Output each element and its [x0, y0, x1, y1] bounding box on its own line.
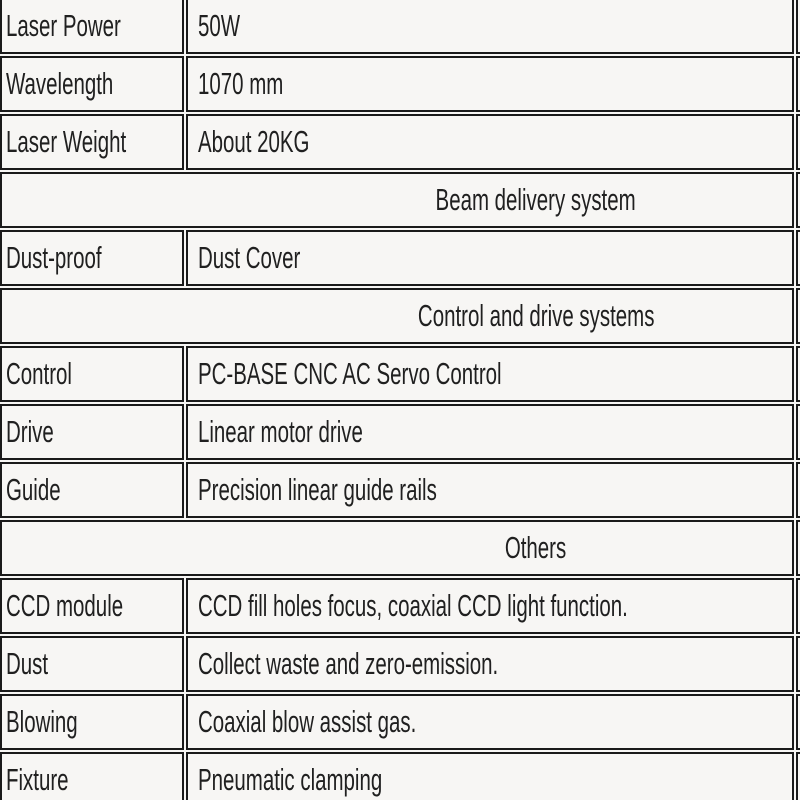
spec-label-cell: CCD module — [0, 578, 184, 634]
spec-label-cell: Laser Weight — [0, 114, 184, 170]
section-header-cell: Control and drive systems — [0, 288, 794, 344]
spec-value: Collect waste and zero-emission. — [198, 645, 499, 681]
spec-row: Wavelength 1070 mm — [0, 56, 800, 112]
empty-cell — [796, 114, 800, 170]
empty-cell — [796, 288, 800, 344]
spec-row: Blowing Coaxial blow assist gas. — [0, 694, 800, 750]
section-row: Others — [0, 520, 800, 576]
spec-label: Dust — [6, 645, 49, 681]
empty-cell — [796, 694, 800, 750]
spec-value-cell: Collect waste and zero-emission. — [186, 636, 794, 692]
empty-cell — [796, 462, 800, 518]
spec-label-cell: Fixture — [0, 752, 184, 800]
spec-value: Linear motor drive — [198, 413, 363, 449]
spec-value-cell: Precision linear guide rails — [186, 462, 794, 518]
spec-value: Dust Cover — [198, 239, 301, 275]
spec-value-cell: Dust Cover — [186, 230, 794, 286]
spec-label: Laser Power — [6, 7, 121, 43]
spec-row: Laser Power 50W — [0, 0, 800, 54]
empty-cell — [796, 56, 800, 112]
spec-label-cell: Guide — [0, 462, 184, 518]
spec-label: Dust-proof — [6, 239, 102, 275]
empty-cell — [796, 346, 800, 402]
section-row: Beam delivery system — [0, 172, 800, 228]
spec-value-cell: About 20KG — [186, 114, 794, 170]
spec-value: Precision linear guide rails — [198, 471, 437, 507]
spec-value: About 20KG — [198, 123, 310, 159]
spec-value: Coaxial blow assist gas. — [198, 703, 417, 739]
spec-label-cell: Wavelength — [0, 56, 184, 112]
spec-row: Dust-proof Dust Cover — [0, 230, 800, 286]
section-title: Others — [505, 529, 567, 565]
empty-cell — [796, 752, 800, 800]
spec-row: Laser Weight About 20KG — [0, 114, 800, 170]
spec-value-cell: Linear motor drive — [186, 404, 794, 460]
spec-label-cell: Drive — [0, 404, 184, 460]
spec-label: Blowing — [6, 703, 78, 739]
empty-cell — [796, 172, 800, 228]
spec-row: Drive Linear motor drive — [0, 404, 800, 460]
section-title: Beam delivery system — [435, 181, 637, 217]
section-row: Control and drive systems — [0, 288, 800, 344]
spec-label-cell: Control — [0, 346, 184, 402]
spec-label-cell: Dust-proof — [0, 230, 184, 286]
empty-cell — [796, 404, 800, 460]
section-header-cell: Beam delivery system — [0, 172, 794, 228]
spec-value: 50W — [198, 7, 241, 43]
spec-value-cell: CCD fill holes focus, coaxial CCD light … — [186, 578, 794, 634]
spec-value-cell: 1070 mm — [186, 56, 794, 112]
empty-cell — [796, 636, 800, 692]
spec-label: Fixture — [6, 761, 69, 797]
empty-cell — [796, 578, 800, 634]
spec-row: CCD module CCD fill holes focus, coaxial … — [0, 578, 800, 634]
empty-cell — [796, 0, 800, 54]
spec-value-cell: Coaxial blow assist gas. — [186, 694, 794, 750]
section-header-cell: Others — [0, 520, 794, 576]
spec-label: Guide — [6, 471, 61, 507]
spec-label: Wavelength — [6, 65, 114, 101]
spec-row: Guide Precision linear guide rails — [0, 462, 800, 518]
spec-row: Fixture Pneumatic clamping — [0, 752, 800, 800]
empty-cell — [796, 520, 800, 576]
spec-value-cell: 50W — [186, 0, 794, 54]
spec-value: 1070 mm — [198, 65, 284, 101]
spec-label: CCD module — [6, 587, 124, 623]
spec-label-cell: Blowing — [0, 694, 184, 750]
section-title: Control and drive systems — [417, 297, 655, 333]
spec-label: Control — [6, 355, 72, 391]
spec-label-cell: Laser Power — [0, 0, 184, 54]
spec-value: CCD fill holes focus, coaxial CCD light … — [198, 587, 628, 623]
spec-label: Drive — [6, 413, 54, 449]
empty-cell — [796, 230, 800, 286]
spec-row: Dust Collect waste and zero-emission. — [0, 636, 800, 692]
spec-value-cell: Pneumatic clamping — [186, 752, 794, 800]
spec-value: Pneumatic clamping — [198, 761, 383, 797]
spec-label: Laser Weight — [6, 123, 127, 159]
spec-label-cell: Dust — [0, 636, 184, 692]
spec-value-cell: PC-BASE CNC AC Servo Control — [186, 346, 794, 402]
spec-row: Control PC-BASE CNC AC Servo Control — [0, 346, 800, 402]
spec-value: PC-BASE CNC AC Servo Control — [198, 355, 502, 391]
